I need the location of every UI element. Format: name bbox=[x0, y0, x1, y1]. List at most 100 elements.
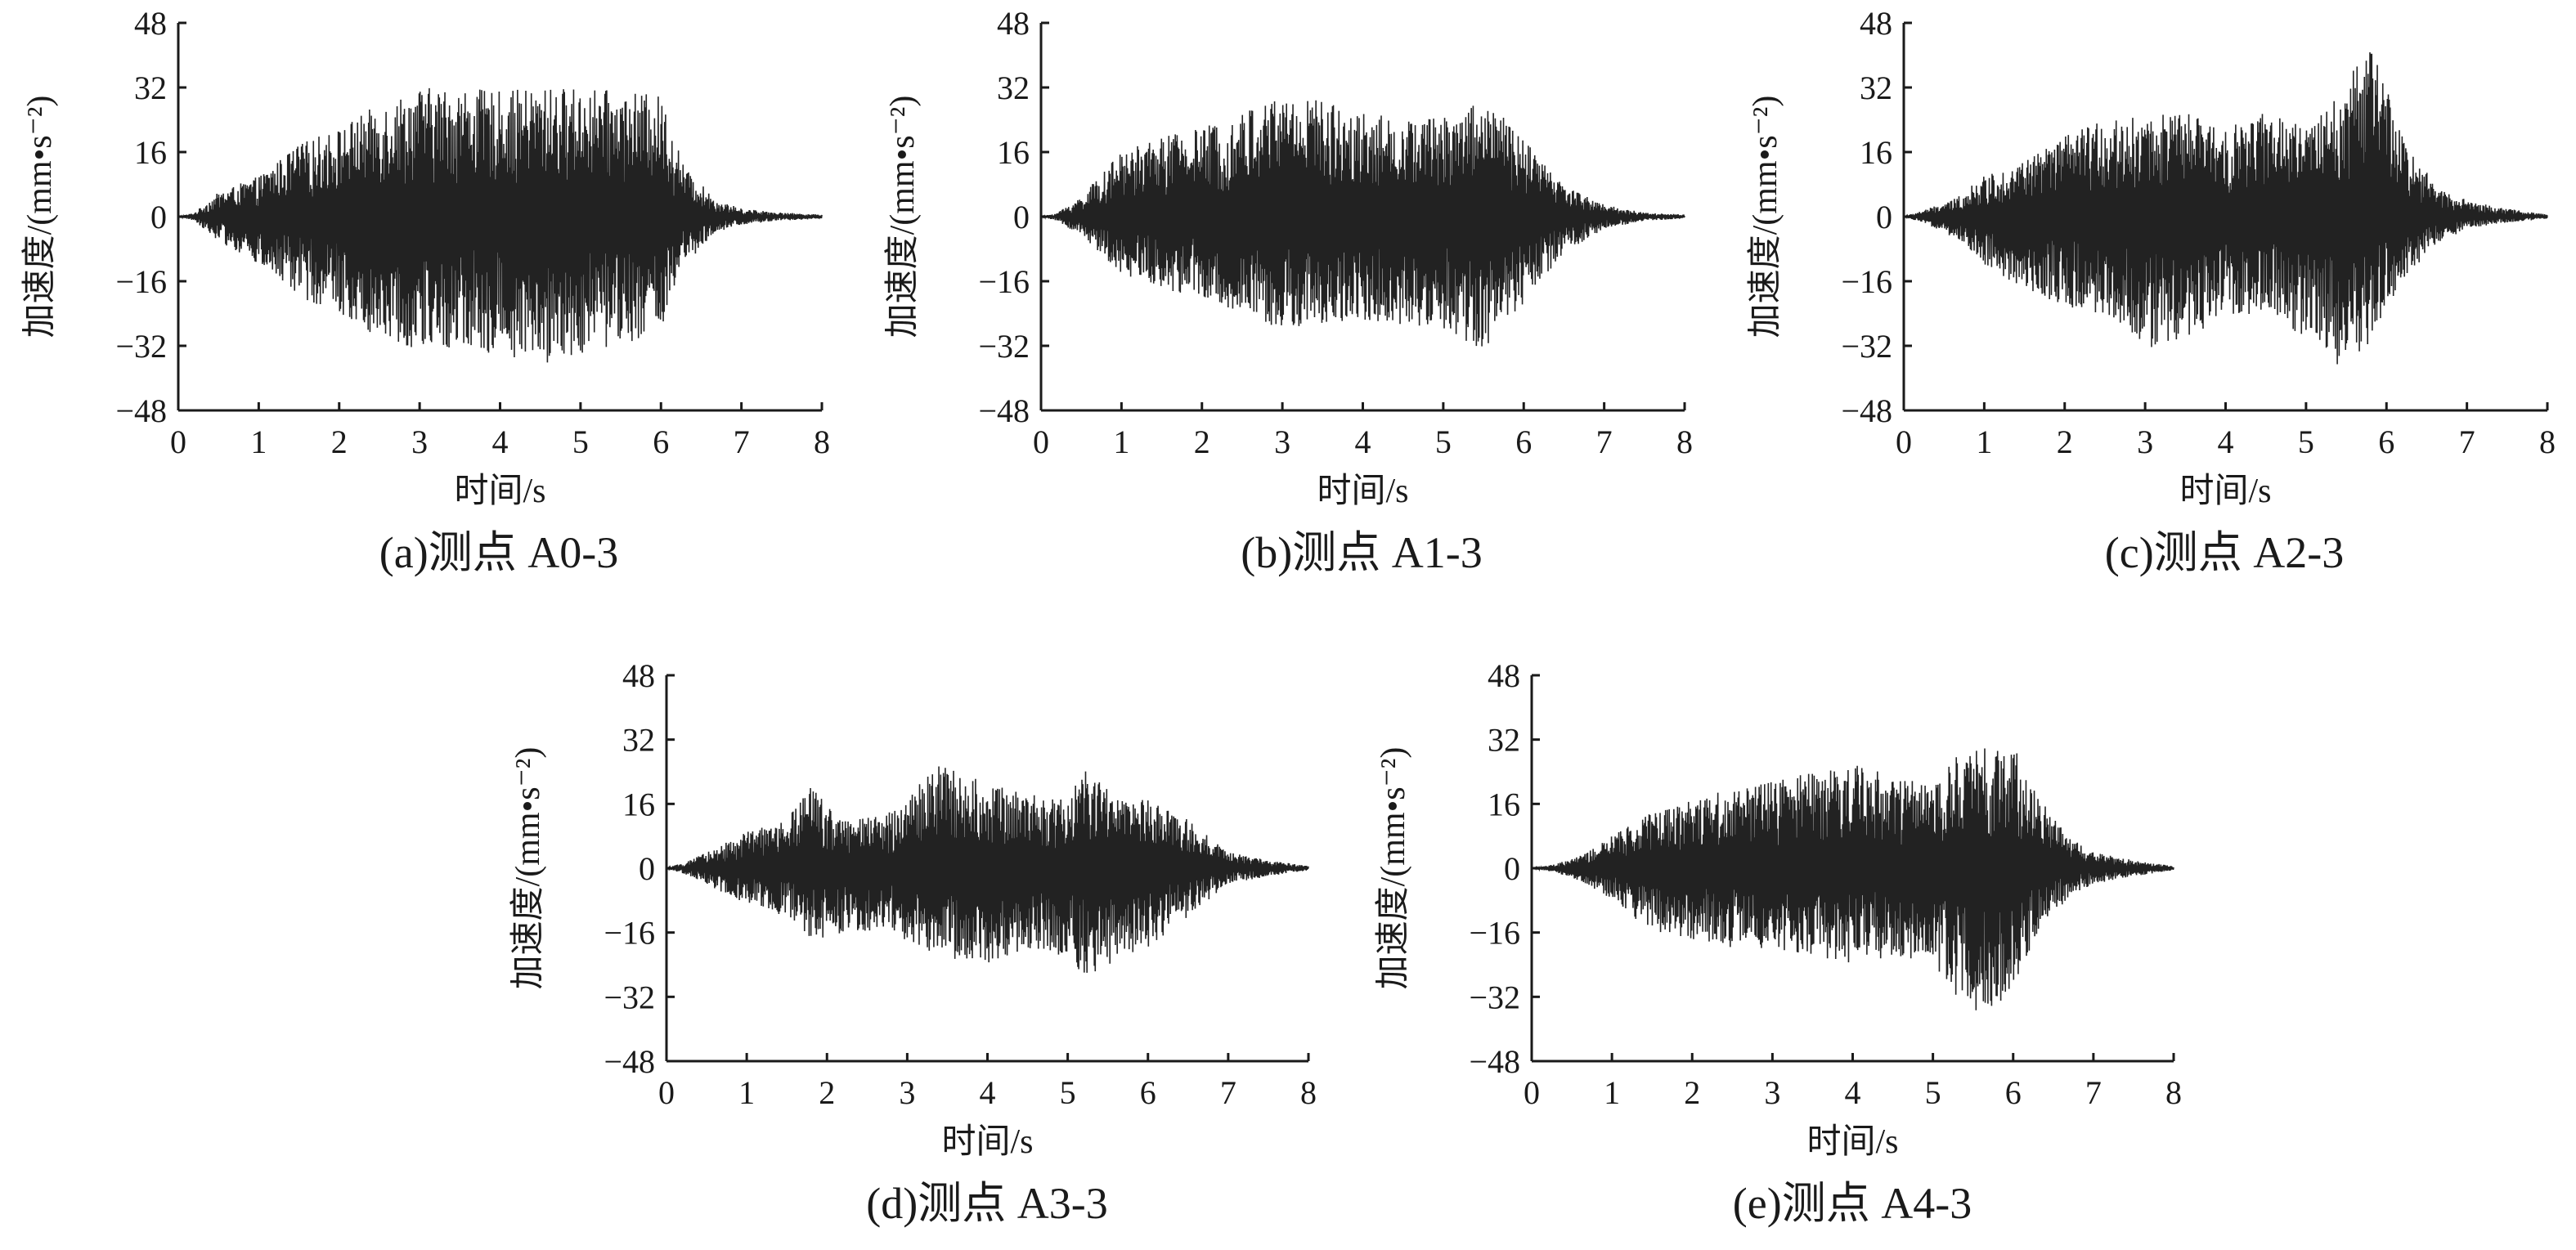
x-tick-label: 5 bbox=[1435, 423, 1452, 460]
x-tick-label: 2 bbox=[1194, 423, 1210, 460]
x-tick-label: 6 bbox=[2378, 423, 2394, 460]
y-tick-label: 48 bbox=[134, 5, 167, 42]
y-tick-label: 32 bbox=[997, 69, 1030, 106]
y-tick-label: −16 bbox=[604, 915, 655, 952]
x-axis-label: 时间/s bbox=[454, 473, 545, 510]
x-tick-label: 8 bbox=[2539, 423, 2556, 460]
x-axis-label: 时间/s bbox=[2179, 473, 2271, 510]
x-tick-label: 7 bbox=[2085, 1074, 2102, 1111]
series-line bbox=[666, 766, 1309, 973]
series-line bbox=[1903, 52, 2548, 365]
series-line bbox=[177, 87, 823, 363]
x-tick-label: 4 bbox=[2218, 423, 2234, 460]
x-tick-label: 1 bbox=[1976, 423, 1992, 460]
panel-caption: (b)测点 A1-3 bbox=[1241, 528, 1482, 577]
x-tick-label: 8 bbox=[1676, 423, 1693, 460]
y-tick-label: 32 bbox=[622, 722, 655, 759]
x-tick-label: 6 bbox=[1515, 423, 1532, 460]
y-tick-label: 0 bbox=[639, 850, 655, 887]
x-tick-label: 8 bbox=[1300, 1074, 1317, 1111]
x-tick-label: 3 bbox=[2137, 423, 2153, 460]
y-tick-label: 32 bbox=[1860, 69, 1892, 106]
y-tick-label: −16 bbox=[978, 263, 1030, 300]
x-tick-label: 5 bbox=[1060, 1074, 1076, 1111]
y-tick-label: 48 bbox=[1488, 657, 1520, 694]
y-tick-label: −32 bbox=[1469, 979, 1520, 1015]
x-axis-label: 时间/s bbox=[1806, 1123, 1898, 1161]
x-axis-label: 时间/s bbox=[1317, 473, 1408, 510]
y-tick-label: 48 bbox=[622, 657, 655, 694]
y-tick-label: 0 bbox=[1504, 850, 1520, 887]
x-tick-label: 2 bbox=[819, 1074, 835, 1111]
y-tick-label: −32 bbox=[604, 979, 655, 1015]
x-tick-label: 7 bbox=[734, 423, 750, 460]
x-tick-label: 4 bbox=[1355, 423, 1371, 460]
x-tick-label: 7 bbox=[2459, 423, 2475, 460]
y-tick-label: −32 bbox=[115, 328, 167, 365]
x-tick-label: 8 bbox=[2165, 1074, 2182, 1111]
y-axis-label: 加速度/(mm•s⁻²) bbox=[884, 96, 922, 338]
y-tick-label: 16 bbox=[1860, 134, 1892, 171]
y-tick-label: 16 bbox=[134, 134, 167, 171]
y-tick-label: −16 bbox=[1469, 915, 1520, 952]
x-tick-label: 3 bbox=[411, 423, 428, 460]
y-tick-label: 16 bbox=[622, 786, 655, 822]
y-tick-label: −48 bbox=[978, 392, 1030, 429]
series-line bbox=[1531, 748, 2174, 1010]
panel-caption: (e)测点 A4-3 bbox=[1733, 1179, 1972, 1228]
y-tick-label: 32 bbox=[134, 69, 167, 106]
y-tick-label: 16 bbox=[1488, 786, 1520, 822]
y-tick-label: 0 bbox=[150, 199, 167, 235]
x-tick-label: 7 bbox=[1220, 1074, 1236, 1111]
x-tick-label: 0 bbox=[1524, 1074, 1540, 1111]
x-tick-label: 4 bbox=[980, 1074, 996, 1111]
y-tick-label: −16 bbox=[1841, 263, 1892, 300]
series-line bbox=[1040, 100, 1685, 347]
x-tick-label: 1 bbox=[738, 1074, 755, 1111]
y-tick-label: −32 bbox=[1841, 328, 1892, 365]
y-tick-label: 0 bbox=[1876, 199, 1892, 235]
x-tick-label: 0 bbox=[658, 1074, 675, 1111]
x-tick-label: 3 bbox=[899, 1074, 915, 1111]
x-tick-label: 1 bbox=[1604, 1074, 1620, 1111]
x-tick-label: 6 bbox=[2005, 1074, 2022, 1111]
x-tick-label: 3 bbox=[1274, 423, 1290, 460]
x-tick-label: 0 bbox=[1896, 423, 1912, 460]
y-tick-label: 16 bbox=[997, 134, 1030, 171]
x-tick-label: 5 bbox=[1925, 1074, 1941, 1111]
x-axis-label: 时间/s bbox=[941, 1123, 1033, 1161]
x-tick-label: 4 bbox=[492, 423, 509, 460]
x-tick-label: 2 bbox=[331, 423, 348, 460]
y-axis-label: 加速度/(mm•s⁻²) bbox=[509, 747, 547, 990]
y-tick-label: −32 bbox=[978, 328, 1030, 365]
x-tick-label: 1 bbox=[250, 423, 267, 460]
x-tick-label: 0 bbox=[170, 423, 186, 460]
y-tick-label: −48 bbox=[1841, 392, 1892, 429]
x-tick-label: 8 bbox=[814, 423, 830, 460]
y-tick-label: 48 bbox=[997, 5, 1030, 42]
x-tick-label: 6 bbox=[1140, 1074, 1156, 1111]
y-axis-label: 加速度/(mm•s⁻²) bbox=[1747, 96, 1784, 338]
y-tick-label: −48 bbox=[1469, 1043, 1520, 1080]
y-tick-label: −16 bbox=[115, 263, 167, 300]
y-tick-label: 32 bbox=[1488, 722, 1520, 759]
x-tick-label: 1 bbox=[1113, 423, 1129, 460]
panel-caption: (d)测点 A3-3 bbox=[866, 1179, 1107, 1228]
x-tick-label: 0 bbox=[1033, 423, 1049, 460]
y-tick-label: 0 bbox=[1013, 199, 1030, 235]
x-tick-label: 6 bbox=[653, 423, 669, 460]
y-tick-label: 48 bbox=[1860, 5, 1892, 42]
y-tick-label: −48 bbox=[115, 392, 167, 429]
panel-caption: (c)测点 A2-3 bbox=[2105, 528, 2344, 577]
y-axis-label: 加速度/(mm•s⁻²) bbox=[21, 96, 59, 338]
x-tick-label: 2 bbox=[2057, 423, 2073, 460]
y-axis-label: 加速度/(mm•s⁻²) bbox=[1375, 747, 1412, 990]
x-tick-label: 3 bbox=[1764, 1074, 1780, 1111]
x-tick-label: 2 bbox=[1684, 1074, 1700, 1111]
x-tick-label: 5 bbox=[572, 423, 589, 460]
